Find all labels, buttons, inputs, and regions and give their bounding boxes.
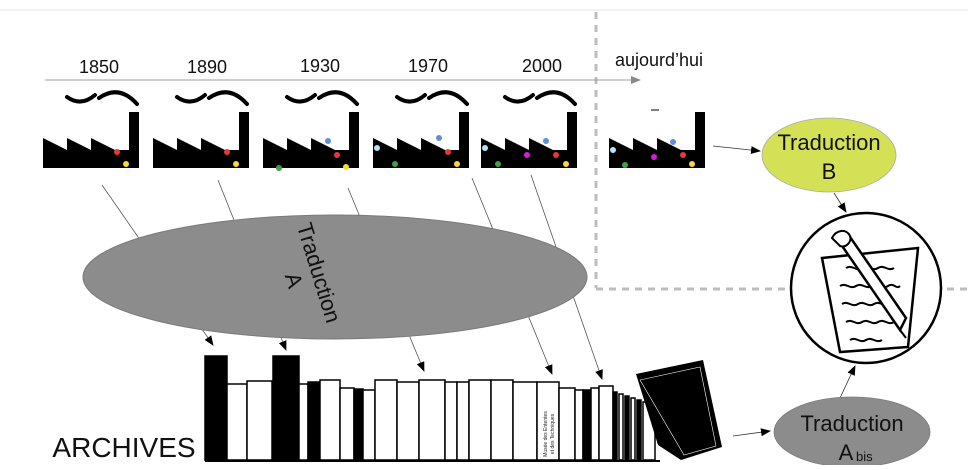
factory-dot <box>543 138 549 144</box>
book <box>226 383 248 461</box>
book <box>272 355 300 461</box>
factory-icon <box>373 90 469 168</box>
book <box>558 387 576 461</box>
factory-dot <box>334 152 340 158</box>
book <box>319 379 341 461</box>
translation-b-ellipse <box>761 117 897 193</box>
book <box>418 379 446 461</box>
book <box>590 387 600 461</box>
factories-row <box>43 90 705 171</box>
factory-dot <box>610 147 616 153</box>
book <box>624 395 630 461</box>
factory-icon <box>481 90 577 168</box>
book <box>630 397 636 461</box>
factory-dot <box>325 138 331 144</box>
year-label-2000: 2000 <box>522 56 562 76</box>
factory-dot <box>436 135 442 141</box>
factory-dot <box>114 149 120 155</box>
factory-dot <box>622 162 628 168</box>
book <box>598 385 614 461</box>
translation-abis-text-1: Traduction <box>800 411 903 436</box>
factory-dot <box>392 161 398 167</box>
translation-a-ellipse <box>82 214 588 340</box>
factory-icon <box>263 90 359 171</box>
book <box>582 389 592 461</box>
archives-label: ARCHIVES <box>52 432 195 463</box>
year-label-1930: 1930 <box>300 56 340 76</box>
factory-dot <box>343 164 349 170</box>
book <box>307 381 321 461</box>
factory-dot <box>374 145 380 151</box>
book-spine-label: Musée des Ententes et des Techniques <box>543 411 556 457</box>
book <box>444 381 458 461</box>
factory-dot <box>689 161 695 167</box>
book <box>204 355 228 461</box>
writing-hand-icon <box>820 230 920 354</box>
archives-bookshelf <box>204 355 660 462</box>
factory-dot <box>553 152 559 158</box>
factory-dot <box>651 154 657 160</box>
factory-icon <box>43 90 139 168</box>
book <box>468 379 492 461</box>
factory-dot <box>233 161 239 167</box>
factory-dot <box>445 149 451 155</box>
book <box>574 389 584 461</box>
translation-b-text-1: Traduction <box>777 130 880 155</box>
book-spine-text-2: et des Techniques <box>550 413 556 454</box>
tilted-book <box>636 360 722 460</box>
connector-today-b <box>712 145 761 155</box>
year-label-1890: 1890 <box>187 57 227 77</box>
factory-dot <box>495 161 501 167</box>
book <box>353 388 364 461</box>
factory-dot <box>563 161 569 167</box>
translation-b-text-2: B <box>822 159 837 184</box>
book <box>612 391 618 461</box>
today-label: aujourd’hui <box>615 50 703 70</box>
book <box>512 381 538 461</box>
book <box>374 379 398 461</box>
factory-dot <box>224 149 230 155</box>
book <box>246 380 273 461</box>
factory-dot <box>454 161 460 167</box>
book <box>636 399 642 461</box>
connector-b-writing <box>833 192 847 213</box>
factory-icon <box>609 109 705 168</box>
year-label-1970: 1970 <box>408 56 448 76</box>
book <box>396 381 420 461</box>
factory-dot <box>276 165 282 171</box>
factory-dot <box>670 139 676 145</box>
book <box>298 383 309 461</box>
factory-dot <box>680 152 686 158</box>
translation-abis-subscript: bis <box>856 449 873 464</box>
book <box>456 381 470 461</box>
connector-archives-abis <box>732 428 771 437</box>
factory-dot <box>482 145 488 151</box>
tilted-book-edge <box>639 366 717 456</box>
book <box>490 379 514 461</box>
factory-icon <box>153 90 249 168</box>
book-spine-text-1: Musée des Ententes <box>543 411 549 457</box>
book <box>618 393 624 461</box>
book <box>339 387 355 461</box>
factory-dot <box>123 161 129 167</box>
factory-dot <box>524 152 530 158</box>
book <box>362 389 376 461</box>
year-label-1850: 1850 <box>79 57 119 77</box>
translation-abis-text-2: A <box>839 440 854 465</box>
connector-abis-writing <box>839 365 856 399</box>
